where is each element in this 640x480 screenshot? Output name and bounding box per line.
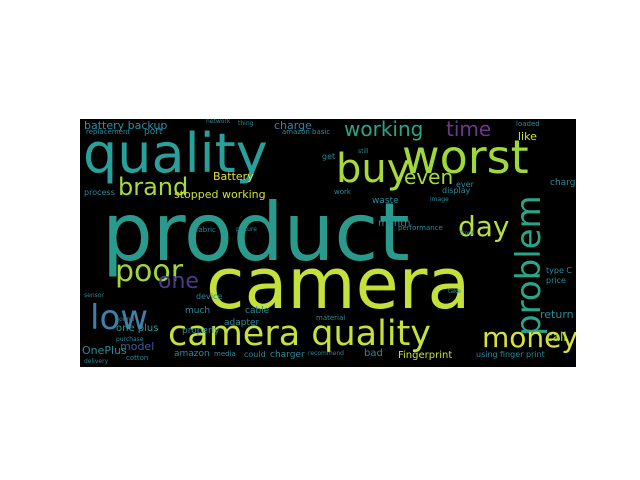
word-cloud-word: sound bbox=[116, 316, 135, 323]
word-cloud-word: loaded bbox=[516, 120, 540, 128]
word-cloud-word: camera bbox=[206, 243, 471, 325]
word-cloud-word: delivery bbox=[84, 358, 109, 365]
word-cloud-word: time bbox=[446, 119, 492, 141]
word-cloud-word: purchase bbox=[116, 336, 144, 343]
word-cloud-word: finger print bbox=[500, 350, 545, 359]
word-cloud-word: thing bbox=[238, 120, 254, 127]
word-cloud-word: adapter bbox=[224, 318, 260, 328]
word-cloud-word: charger bbox=[270, 350, 305, 360]
word-cloud-word: Battery bbox=[213, 170, 254, 183]
word-cloud-word: one plus bbox=[116, 323, 159, 334]
word-cloud-word: even bbox=[404, 165, 454, 189]
word-cloud-word: camera quality bbox=[168, 314, 432, 354]
word-cloud-word: money bbox=[482, 321, 576, 354]
word-cloud-word: model bbox=[120, 340, 155, 353]
word-cloud-word: still bbox=[358, 148, 369, 155]
word-cloud-word: replacement bbox=[86, 128, 131, 136]
word-cloud-word: bad bbox=[364, 348, 383, 359]
word-cloud-word: waste bbox=[372, 196, 399, 206]
word-cloud-word: amazon basic bbox=[282, 128, 331, 136]
word-cloud-word: material bbox=[316, 314, 346, 322]
word-cloud-word: working bbox=[344, 119, 424, 141]
word-cloud-word: price bbox=[546, 276, 566, 285]
word-cloud-word: using bbox=[476, 350, 498, 359]
word-cloud-word: stopped working bbox=[174, 188, 266, 201]
word-cloud-word: performance bbox=[398, 224, 443, 232]
word-cloud-word: device bbox=[196, 292, 223, 301]
word-cloud-word: media bbox=[214, 350, 236, 358]
word-cloud-word: amazon bbox=[174, 349, 210, 359]
word-cloud-word: network bbox=[206, 119, 231, 125]
word-cloud-word: cotton bbox=[126, 354, 149, 362]
word-cloud-word: picture bbox=[236, 226, 257, 233]
word-cloud-word: display bbox=[442, 186, 471, 195]
word-cloud-word: much bbox=[185, 306, 211, 316]
word-cloud-word: buy bbox=[336, 146, 411, 192]
word-cloud-word: low bbox=[90, 298, 149, 338]
word-cloud-word: charging bbox=[550, 178, 576, 188]
word-cloud-word: return bbox=[540, 308, 574, 321]
word-cloud-word: port bbox=[144, 127, 163, 137]
word-cloud-word: recommend bbox=[308, 350, 344, 357]
word-cloud-word: ever bbox=[456, 180, 474, 189]
word-cloud-word: one bbox=[158, 269, 199, 294]
word-cloud-word: take bbox=[448, 288, 461, 295]
word-cloud-word: sensor bbox=[84, 292, 104, 299]
word-cloud-word: OnePlus bbox=[82, 344, 127, 357]
word-cloud-word: front bbox=[460, 230, 475, 237]
word-cloud-word: properly bbox=[182, 326, 220, 336]
word-cloud-word: Fingerprint bbox=[398, 350, 453, 361]
word-cloud-word: cable bbox=[245, 306, 270, 316]
word-cloud-word: get bbox=[322, 152, 336, 161]
word-cloud-word: fabric bbox=[196, 226, 216, 234]
word-cloud-word: image bbox=[430, 196, 449, 203]
word-cloud-word: process bbox=[84, 188, 115, 197]
word-cloud-word: brand bbox=[118, 173, 189, 201]
word-cloud-word: work bbox=[334, 188, 351, 196]
word-cloud-word: quality bbox=[83, 122, 268, 185]
word-cloud-word: poor bbox=[115, 254, 184, 289]
word-cloud-word: like bbox=[518, 130, 537, 143]
word-cloud-word: charge bbox=[274, 119, 312, 132]
word-cloud-word: product bbox=[102, 186, 410, 279]
word-cloud-word: battery backup bbox=[84, 119, 168, 132]
word-cloud-word: month bbox=[378, 218, 411, 229]
word-cloud-word: call bbox=[546, 330, 567, 344]
word-cloud-word: day bbox=[458, 210, 510, 243]
word-cloud-word: type C bbox=[546, 266, 572, 275]
word-cloud-word: worst bbox=[402, 130, 529, 184]
word-cloud-word: could bbox=[244, 350, 266, 359]
word-cloud: product camera quality worst camera qual… bbox=[80, 119, 576, 367]
